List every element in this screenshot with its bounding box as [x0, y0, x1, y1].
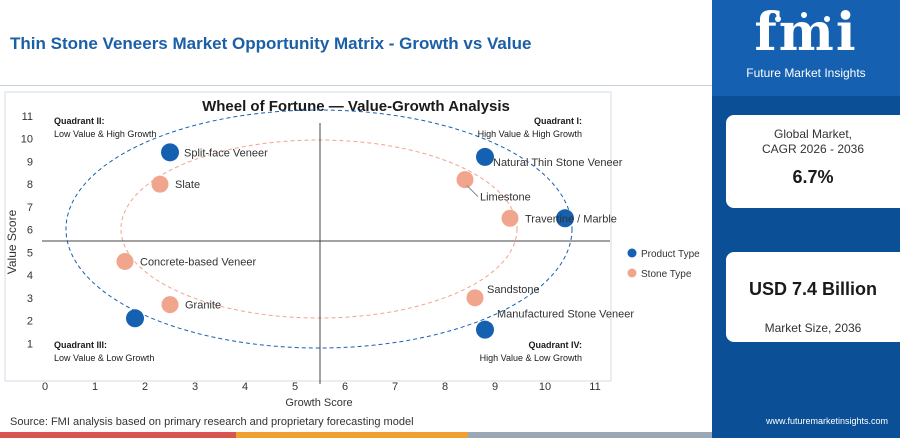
quadrant-description: High Value & Low Growth	[480, 353, 582, 363]
y-tick-label: 6	[27, 225, 33, 237]
chart-panel: Wheel of Fortune — Value-Growth Analysis…	[0, 86, 712, 416]
point-label: Sandstone	[487, 284, 540, 296]
source-note: Source: FMI analysis based on primary re…	[10, 416, 414, 428]
sidebar: fmi Future Market Insights Global Market…	[712, 0, 900, 438]
footer-color-bar	[0, 432, 712, 438]
legend-marker	[627, 248, 637, 258]
quadrant-labels: Quadrant II: Low Value & High Growth Quadr…	[54, 116, 582, 363]
product-type-point	[556, 209, 574, 228]
product-type-point	[161, 143, 179, 162]
point-label: Split-face Veneer	[184, 147, 268, 159]
quadrant-name: Quadrant I:	[534, 116, 582, 126]
cagr-period: CAGR 2026 - 2036	[761, 142, 865, 156]
product-type-point	[476, 320, 494, 339]
data-points: Split-face Veneer Natural Thin Stone Vene…	[116, 143, 634, 339]
cagr-value: 6.7%	[792, 167, 834, 187]
chart-title: Wheel of Fortune — Value-Growth Analysis	[202, 98, 510, 115]
quadrant-description: High Value & High Growth	[478, 129, 582, 139]
inner-ellipse	[120, 139, 518, 319]
x-tick-label: 8	[442, 381, 448, 393]
header: Thin Stone Veneers Market Opportunity Ma…	[0, 0, 712, 86]
x-tick-label: 4	[242, 381, 248, 393]
x-axis-label: Growth Score	[285, 397, 352, 409]
logo-dot-icon	[801, 12, 807, 18]
leader-line	[466, 185, 479, 197]
point-label: Travertine / Marble	[525, 213, 617, 225]
y-tick-label: 2	[27, 316, 33, 328]
logo-block: fmi Future Market Insights	[712, 0, 900, 96]
stone-type-point	[116, 252, 134, 270]
bar-segment-red	[0, 432, 236, 438]
point-label: Natural Thin Stone Veneer	[493, 157, 623, 169]
x-tick-label: 1	[92, 381, 98, 393]
legend-marker	[627, 268, 637, 278]
point-label: Limestone	[480, 192, 531, 204]
stone-type-point	[466, 289, 484, 307]
y-tick-label: 1	[27, 338, 33, 350]
cagr-label: Global Market,	[773, 127, 853, 141]
outer-ellipse	[65, 109, 573, 349]
y-tick-label: 8	[27, 179, 33, 191]
y-tick-label: 10	[21, 134, 33, 146]
quadrant-name: Quadrant IV:	[528, 340, 582, 350]
fmi-logo: fmi	[754, 2, 858, 63]
logo-subtitle: Future Market Insights	[746, 66, 866, 80]
stone-type-point	[151, 175, 169, 193]
y-tick-label: 9	[27, 156, 33, 168]
page-title: Thin Stone Veneers Market Opportunity Ma…	[10, 34, 532, 53]
header-divider	[0, 85, 712, 86]
logo-dot-icon	[824, 16, 830, 22]
x-tick-label: 2	[142, 381, 148, 393]
y-axis-label: Value Score	[5, 209, 19, 274]
x-tick-label: 11	[589, 381, 600, 393]
quadrant-name: Quadrant III:	[54, 340, 107, 350]
stone-type-point	[161, 296, 179, 314]
quadrant-name: Quadrant II:	[54, 116, 105, 126]
legend: Product Type Stone Type	[627, 248, 700, 280]
scatter-chart: Wheel of Fortune — Value-Growth Analysis…	[4, 91, 700, 409]
stone-type-point	[456, 171, 474, 189]
bar-segment-orange	[236, 432, 468, 438]
x-tick-label: 9	[492, 381, 498, 393]
x-tick-label: 7	[392, 381, 398, 393]
x-tick-label: 5	[292, 381, 298, 393]
y-tick-label: 5	[27, 247, 33, 259]
plot-border	[4, 91, 612, 382]
x-tick-label: 10	[539, 381, 551, 393]
point-label: Slate	[175, 179, 200, 191]
quadrant-description: Low Value & High Growth	[54, 129, 156, 139]
cagr-card: Global Market, CAGR 2026 - 2036 6.7%	[726, 115, 900, 208]
x-tick-label: 0	[42, 381, 48, 393]
point-label: Manufactured Stone Veneer	[497, 309, 634, 321]
market-size-label: Market Size, 2036	[764, 321, 862, 335]
y-tick-label: 7	[27, 202, 33, 214]
point-label: Granite	[185, 300, 221, 312]
product-type-point	[126, 309, 144, 328]
bar-segment-gray	[468, 432, 712, 438]
logo-dot-icon	[775, 16, 781, 22]
website-link[interactable]: www.futuremarketinsights.com	[765, 416, 888, 426]
y-tick-label: 4	[27, 270, 33, 282]
x-tick-label: 6	[342, 381, 348, 393]
product-type-point	[476, 147, 494, 166]
legend-label: Stone Type	[641, 269, 692, 280]
market-size-value: USD 7.4 Billion	[748, 279, 878, 299]
x-tick-label: 3	[192, 381, 198, 393]
wheel-ellipses	[65, 109, 573, 349]
y-tick-label: 3	[27, 293, 33, 305]
y-tick-label: 11	[22, 111, 33, 123]
stone-type-point	[501, 209, 519, 227]
legend-label: Product Type	[641, 249, 700, 260]
market-size-card: USD 7.4 Billion Market Size, 2036	[726, 252, 900, 342]
point-label: Concrete-based Veneer	[140, 256, 257, 268]
quadrant-description: Low Value & Low Growth	[54, 353, 154, 363]
